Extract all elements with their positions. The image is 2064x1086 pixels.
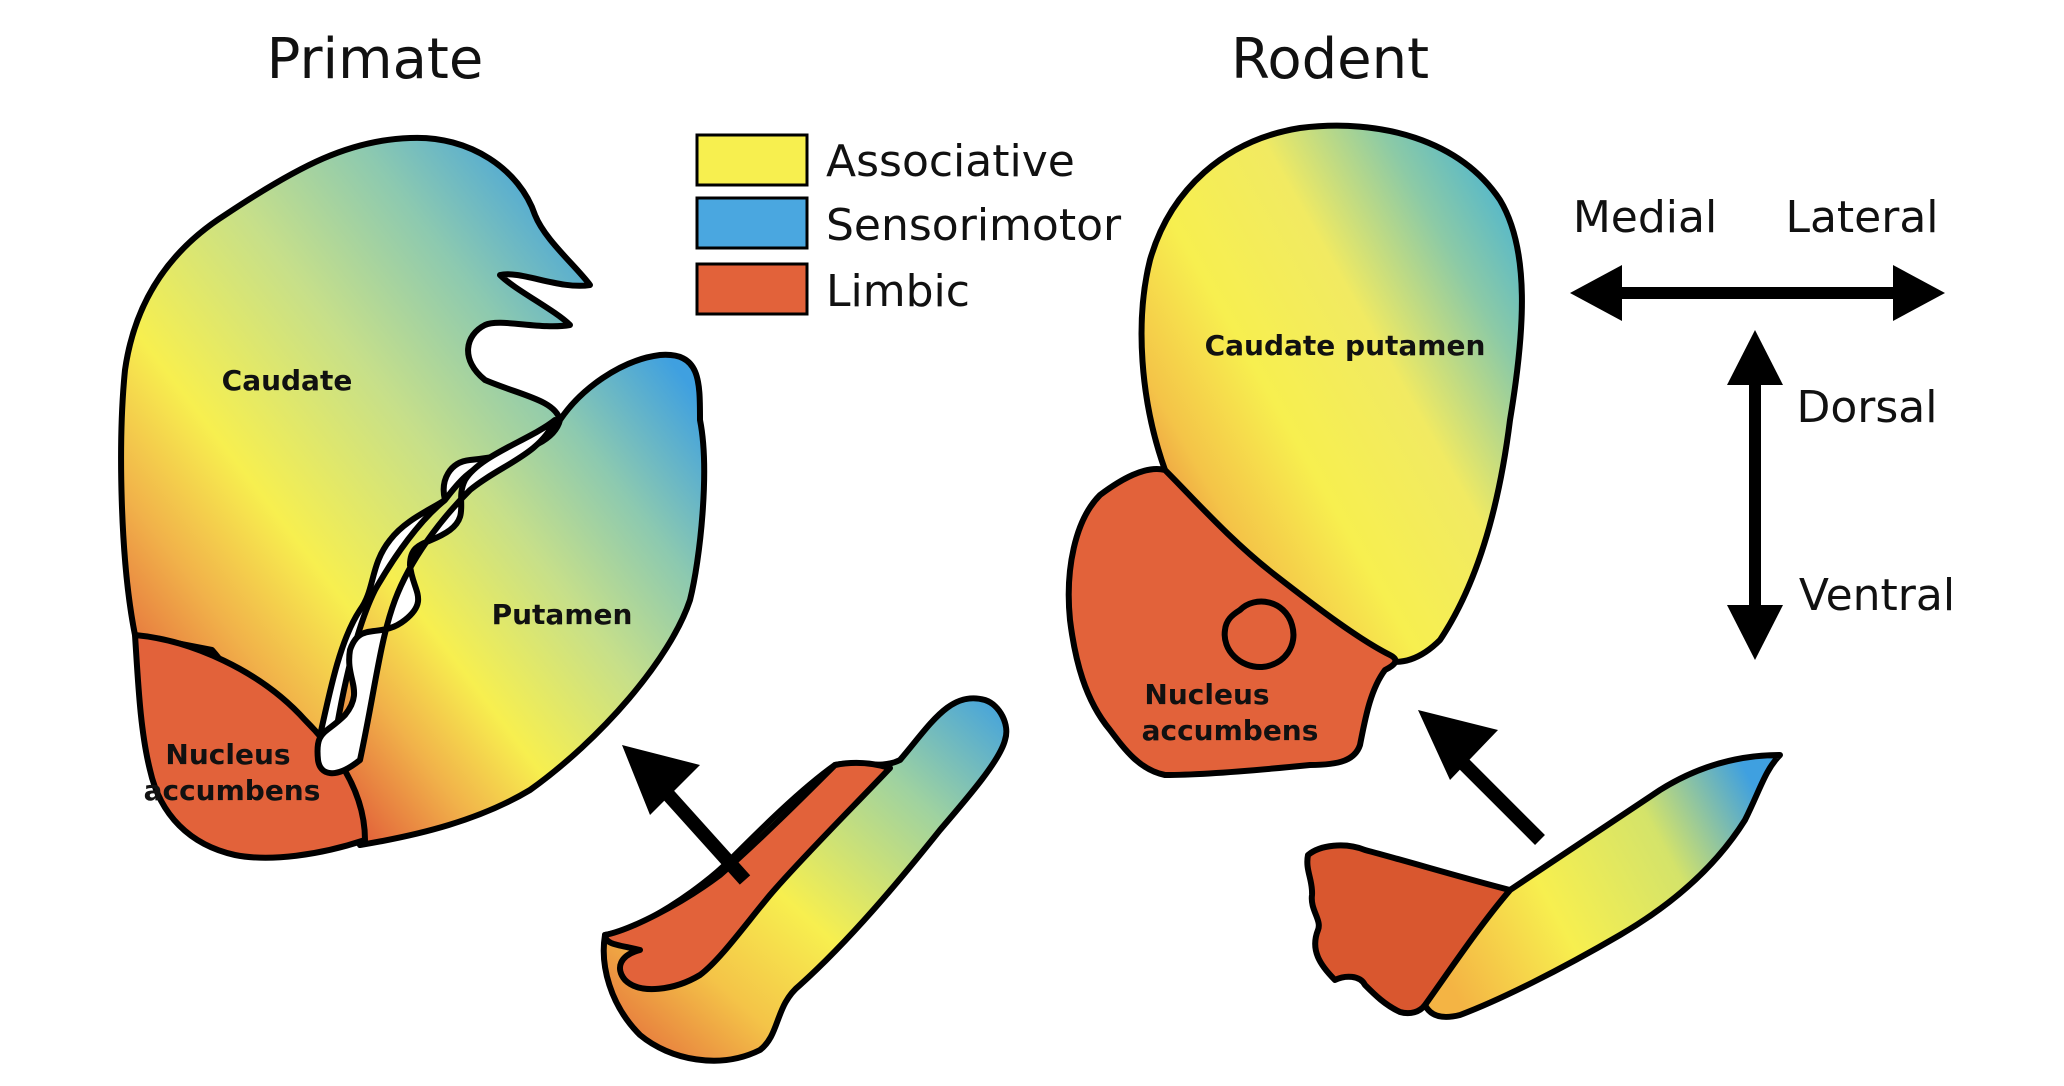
primate-caudate-region bbox=[118, 134, 593, 748]
label-caudate: Caudate bbox=[222, 364, 353, 397]
primate-section-inset bbox=[600, 695, 1010, 1064]
primate-title: Primate bbox=[267, 27, 484, 92]
dorsal-arrowhead bbox=[1727, 330, 1783, 385]
rodent-title: Rodent bbox=[1231, 27, 1429, 92]
primate-internal-capsule bbox=[314, 417, 558, 777]
rodent-anterior-commissure bbox=[1221, 598, 1297, 670]
legend-swatch-associative bbox=[695, 133, 809, 187]
legend-label-sensorimotor: Sensorimotor bbox=[826, 200, 1122, 251]
primate-putamen-region bbox=[327, 351, 708, 848]
axis-label-lateral: Lateral bbox=[1785, 192, 1938, 243]
legend: Associative Sensorimotor Limbic bbox=[695, 133, 1122, 317]
rodent-section-inset bbox=[1422, 752, 1783, 1020]
medial-arrowhead bbox=[1570, 265, 1622, 321]
axis-label-medial: Medial bbox=[1573, 192, 1717, 243]
label-rodent-nacc-line1: Nucleus bbox=[1144, 678, 1269, 711]
label-primate-nacc-line1: Nucleus bbox=[165, 738, 290, 771]
axis-label-dorsal: Dorsal bbox=[1796, 382, 1937, 433]
rodent-striatum bbox=[1065, 122, 1783, 1020]
label-primate-nacc-line2: accumbens bbox=[144, 774, 321, 807]
primate-nacc-region bbox=[132, 632, 368, 861]
primate-section-arrow bbox=[622, 745, 751, 885]
label-rodent-nacc-line2: accumbens bbox=[1142, 714, 1319, 747]
label-putamen: Putamen bbox=[492, 598, 633, 631]
legend-label-limbic: Limbic bbox=[826, 266, 970, 317]
legend-swatch-sensorimotor bbox=[695, 196, 809, 250]
ventral-arrowhead bbox=[1727, 605, 1783, 660]
axis-label-ventral: Ventral bbox=[1799, 570, 1955, 621]
orientation-axes: Medial Lateral Dorsal Ventral bbox=[1570, 192, 1955, 660]
legend-label-associative: Associative bbox=[826, 136, 1075, 187]
legend-swatch-limbic bbox=[695, 262, 809, 316]
rodent-section-limbic bbox=[1304, 842, 1513, 1017]
rodent-section-arrow bbox=[1418, 710, 1545, 845]
label-caudate-putamen: Caudate putamen bbox=[1205, 329, 1486, 362]
lateral-arrowhead bbox=[1893, 265, 1945, 321]
